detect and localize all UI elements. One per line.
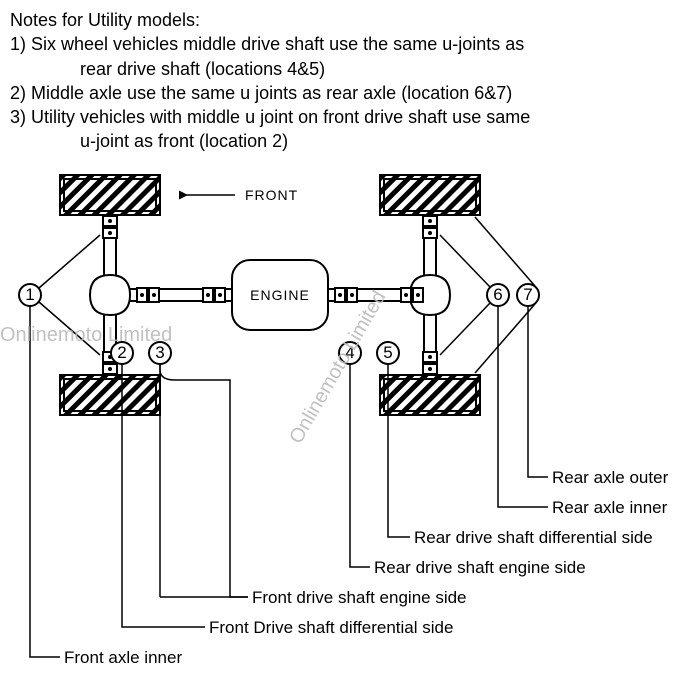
svg-text:5: 5 [383, 343, 392, 362]
ujoint-front-axle-top [103, 216, 117, 238]
ujoint-loc4 [335, 288, 357, 302]
legend-7: Rear axle outer [552, 468, 669, 487]
front-differential [90, 275, 130, 315]
legend-1: Front axle inner [64, 648, 182, 667]
ujoint-loc3 [203, 288, 225, 302]
legend-3: Front drive shaft engine side [252, 588, 467, 607]
legend-6: Rear axle inner [552, 498, 668, 517]
ujoint-loc5 [401, 288, 423, 302]
notes-line: 3) Utility vehicles with middle u joint … [10, 105, 690, 129]
callout-7: 7 [517, 284, 539, 306]
watermark: Onlinemoto Limited [0, 324, 172, 346]
callout-5: 5 [377, 342, 399, 364]
notes-line: 1) Six wheel vehicles middle drive shaft… [10, 32, 690, 56]
tire-rear-right [380, 375, 480, 415]
ujoint-rear-axle-top [423, 216, 437, 238]
notes-line: u-joint as front (location 2) [10, 129, 690, 153]
engine-label: ENGINE [250, 287, 310, 303]
ujoint-rear-axle-bot [423, 352, 437, 374]
callout-1: 1 [19, 284, 41, 306]
tire-front-right [60, 375, 160, 415]
notes-block: Notes for Utility models: 1) Six wheel v… [0, 0, 700, 154]
legend-5: Rear drive shaft differential side [414, 528, 653, 547]
legend-2: Front Drive shaft differential side [209, 618, 453, 637]
notes-title: Notes for Utility models: [10, 8, 690, 32]
drivetrain-diagram: ENGINE FRONT 1 2 3 4 5 6 7 Rear axle out… [0, 155, 700, 700]
legend-4: Rear drive shaft engine side [374, 558, 586, 577]
ujoint-loc2 [137, 288, 159, 302]
notes-line: rear drive shaft (locations 4&5) [10, 57, 690, 81]
front-label: FRONT [245, 187, 298, 203]
svg-text:6: 6 [493, 285, 502, 304]
tire-rear-left [380, 175, 480, 215]
svg-text:1: 1 [25, 285, 34, 304]
callout-6: 6 [487, 284, 509, 306]
svg-text:7: 7 [523, 285, 532, 304]
notes-line: 2) Middle axle use the same u joints as … [10, 81, 690, 105]
tire-front-left [60, 175, 160, 215]
